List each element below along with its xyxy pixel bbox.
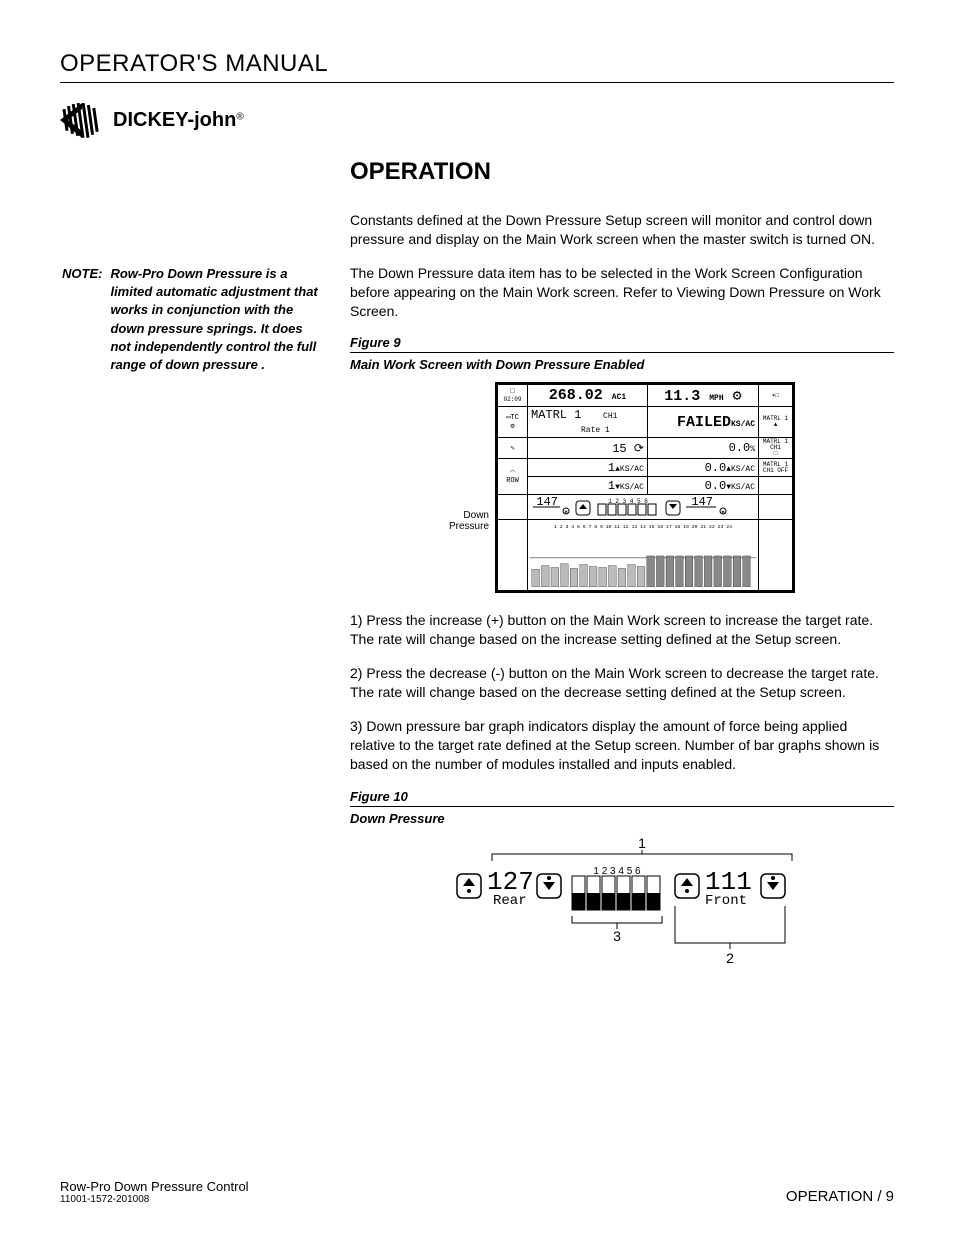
ac-value: 268.02 AC1: [528, 385, 648, 407]
footer-section: OPERATION / 9: [786, 1188, 894, 1205]
bar-graph: 1 2 3 4 5 6 7 8 9 10 11 12 13 14 15 16 1…: [528, 520, 759, 591]
matrl-cell: MATRL 1 CH1Rate 1: [528, 407, 648, 438]
figure9: DownPressure □02:09 268.02 AC1 11.3 MPH …: [449, 382, 795, 593]
r-cell: [759, 520, 793, 591]
r-cell: [759, 477, 793, 495]
figure10: 1 127 Rear 1 2 3 4 5 6 11: [437, 836, 807, 976]
v1a-cell: 1▲KS/AC: [528, 459, 648, 477]
svg-text:1 2 3 4 5 6 7 8 9 10: 1 2 3 4 5 6 7 8 9 10 11 12 13 14 15 16 1…: [554, 525, 732, 531]
section-title: OPERATION: [350, 158, 894, 186]
speed-value: 11.3 MPH ⚙: [647, 385, 758, 407]
failed-cell: FAILEDKS/AC: [647, 407, 758, 438]
note-label: NOTE:: [62, 266, 102, 281]
footer-product: Row-Pro Down Pressure Control: [60, 1179, 249, 1194]
svg-text:2: 2: [726, 950, 734, 966]
figure10-label: Figure 10: [350, 789, 894, 807]
screen-icon: ◠ROW: [498, 459, 528, 495]
v1b-cell: 1▼KS/AC: [528, 477, 648, 495]
step-2: 2) Press the decrease (-) button on the …: [350, 664, 894, 702]
logo-icon: [60, 103, 105, 138]
v00a-cell: 0.0%: [647, 438, 758, 459]
para-2: The Down Pressure data item has to be se…: [350, 264, 894, 321]
v00c-cell: 0.0▼KS/AC: [647, 477, 758, 495]
screen-icon: [498, 495, 528, 520]
dp-row: 147 ✶ 1 2 3 4 5 6: [528, 495, 759, 520]
v15-cell: 15 ⟳: [528, 438, 648, 459]
down-pressure-side-label: DownPressure: [449, 510, 489, 532]
r-cell: MATRL 1 CH1 OFF: [759, 459, 793, 477]
figure9-caption: Main Work Screen with Down Pressure Enab…: [350, 357, 894, 372]
note-block: NOTE: Row-Pro Down Pressure is a limited…: [60, 263, 320, 376]
work-screen: □02:09 268.02 AC1 11.3 MPH ⚙ ✶□ ▭TC⚙ MAT…: [495, 382, 795, 593]
svg-text:1 2 3 4 5 6: 1 2 3 4 5 6: [593, 866, 641, 877]
logo-text: DICKEY-john: [113, 109, 236, 131]
para-1: Constants defined at the Down Pressure S…: [350, 211, 894, 249]
figure10-caption: Down Pressure: [350, 811, 894, 826]
page-header: OPERATOR'S MANUAL: [60, 50, 894, 83]
step-1: 1) Press the increase (+) button on the …: [350, 611, 894, 649]
logo-reg: ®: [236, 112, 243, 123]
screen-icon: □02:09: [498, 385, 528, 407]
v00b-cell: 0.0▲KS/AC: [647, 459, 758, 477]
svg-text:1: 1: [638, 836, 646, 851]
page-footer: Row-Pro Down Pressure Control 11001-1572…: [60, 1179, 894, 1205]
r-cell: [759, 495, 793, 520]
screen-right-icon: ✶□: [759, 385, 793, 407]
svg-text:Rear: Rear: [493, 893, 527, 909]
brand-logo: DICKEY-john®: [60, 103, 894, 138]
r-cell: MATRL 1▲: [759, 407, 793, 438]
footer-docnum: 11001-1572-201008: [60, 1194, 249, 1205]
screen-icon: ✎: [498, 438, 528, 459]
step-3: 3) Down pressure bar graph indicators di…: [350, 717, 894, 774]
svg-text:3: 3: [613, 928, 621, 944]
screen-icon: ▭TC⚙: [498, 407, 528, 438]
note-text: Row-Pro Down Pressure is a limited autom…: [110, 266, 317, 372]
figure9-label: Figure 9: [350, 335, 894, 353]
screen-icon: [498, 520, 528, 591]
svg-text:Front: Front: [705, 893, 747, 909]
r-cell: MATRL 1 CH1□: [759, 438, 793, 459]
